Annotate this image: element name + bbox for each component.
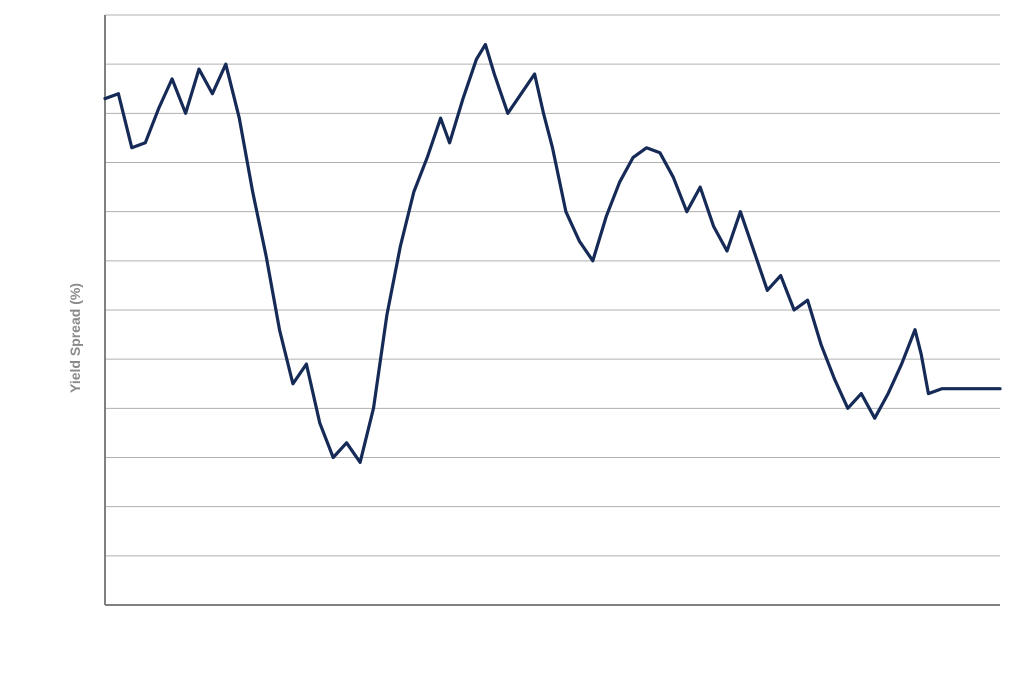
gridlines xyxy=(105,15,1000,605)
yield-spread-chart: Yield Spread (%) xyxy=(0,0,1024,675)
line-series xyxy=(105,45,1000,463)
chart-svg xyxy=(0,0,1024,675)
